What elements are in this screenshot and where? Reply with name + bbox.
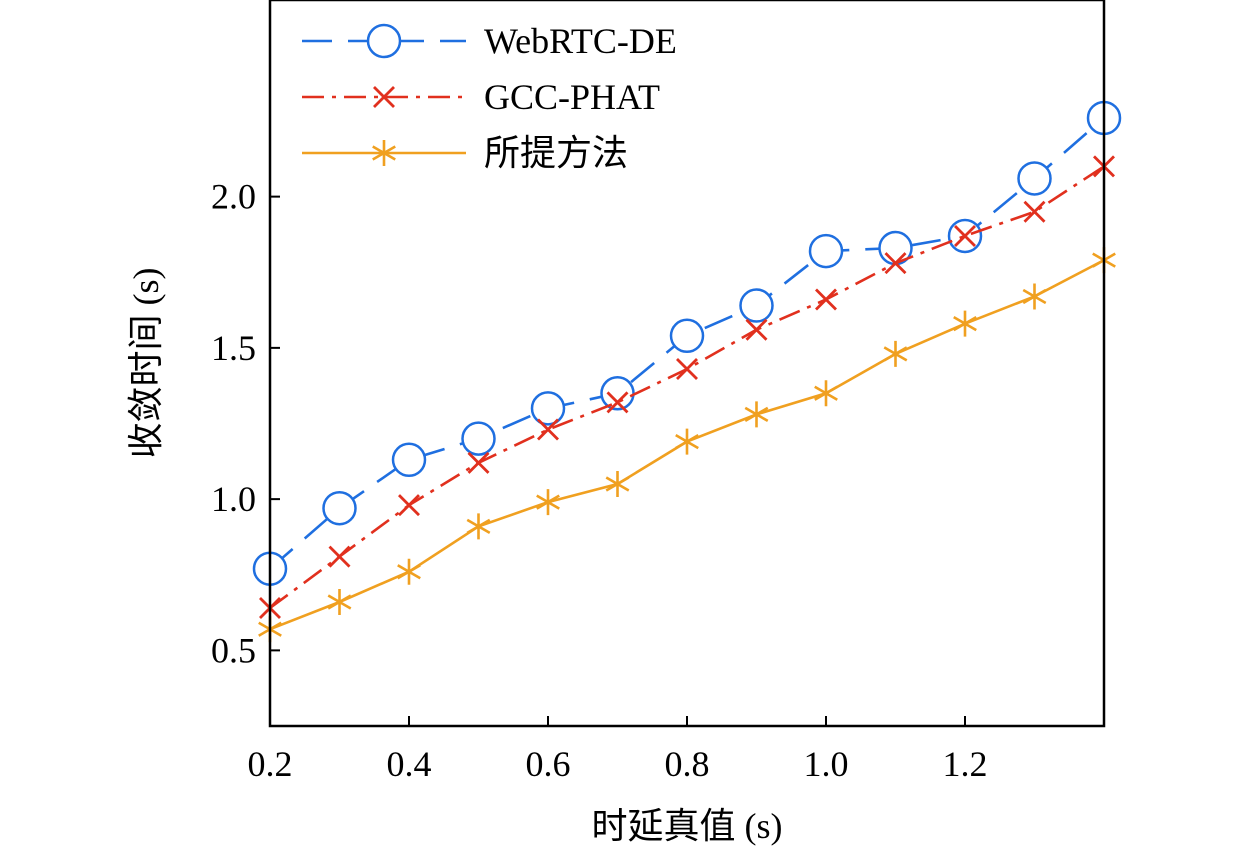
series-1-marker-9 [808,233,844,269]
x-tick-label: 1.0 [804,744,849,784]
x-tick-label: 0.8 [665,744,710,784]
series-3-marker-9 [814,380,838,407]
y-axis-title: 收敛时间 (s) [126,268,166,459]
series-1-marker-5 [530,391,566,426]
series-3-marker-2 [327,588,352,615]
series-2-marker-5 [537,418,559,441]
legend-marker [372,140,396,166]
series-3-marker-11 [953,310,977,337]
series-1-marker-6 [600,376,635,411]
series-3-marker-8 [744,401,769,428]
series-2-marker-3 [398,494,420,517]
series-2-marker-6 [606,391,629,414]
x-tick-label: 0.6 [526,744,571,784]
legend-marker [373,86,395,108]
x-tick-label: 0.2 [248,744,293,784]
legend-item-2: GCC-PHAT [302,77,660,117]
legend-item-3: 所提方法 [302,133,628,173]
series-1-marker-2 [322,490,357,526]
series-1-marker-3 [391,442,427,478]
series-2-marker-10 [884,252,907,275]
series-1-marker-8 [739,288,774,323]
legend: WebRTC-DE GCC-PHAT 所提方法 [302,21,677,173]
x-axis-title: 时延真值 (s) [592,806,783,846]
series-3-marker-7 [675,428,699,455]
series-2-marker-8 [745,318,768,341]
series-3-marker-5 [536,489,560,516]
y-tick-label: 1.5 [211,328,256,368]
series-2-marker-9 [815,288,837,311]
plot-frame [268,0,1106,728]
series-2-marker-12 [1023,200,1046,223]
series-1-marker-7 [669,318,705,354]
series-2-marker-7 [676,358,698,381]
series-3-marker-10 [883,340,908,367]
series-3-marker-6 [605,471,630,497]
legend-label: GCC-PHAT [484,77,660,117]
series-3-marker-4 [466,513,491,540]
tick-layer: 0.2 0.4 0.6 0.8 1.0 1.2 0.5 1.0 1.5 2.0 [211,177,988,784]
y-tick-label: 0.5 [211,630,256,670]
series-3-marker-3 [397,558,421,585]
x-tick-label: 1.2 [943,744,988,784]
series-2-marker-11 [954,224,976,247]
y-tick-label: 2.0 [211,177,256,217]
series-1-marker-4 [461,421,496,456]
series-2-marker-4 [467,451,490,474]
series-3-marker-12 [1022,283,1047,310]
legend-label: WebRTC-DE [484,21,677,61]
x-tick-label: 0.4 [387,744,432,784]
legend-item-1: WebRTC-DE [302,21,677,61]
series-1-marker-12 [1017,161,1052,196]
legend-marker [366,23,402,59]
series-2-marker-2 [328,545,351,568]
series-layer [252,100,1122,643]
legend-label: 所提方法 [484,133,628,173]
y-tick-label: 1.0 [211,479,256,519]
